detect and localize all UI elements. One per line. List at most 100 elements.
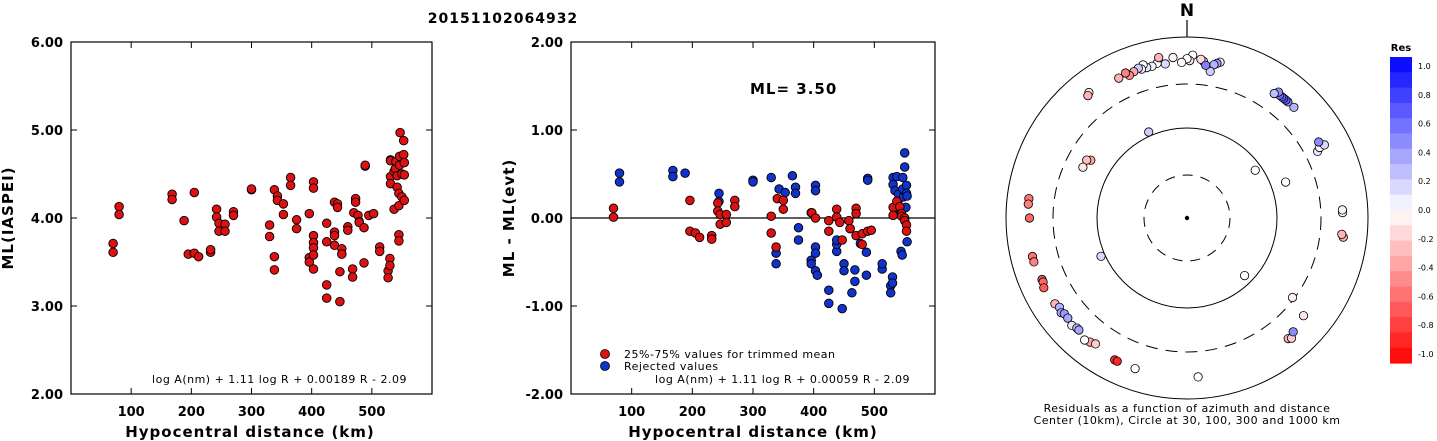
data-point xyxy=(269,251,280,262)
station-point xyxy=(1193,372,1203,382)
data-point xyxy=(220,226,230,236)
station-point xyxy=(1083,91,1093,101)
station-point xyxy=(1168,52,1178,63)
data-point xyxy=(335,266,345,277)
formula-text: log A(nm) + 1.11 log R + 0.00189 R - 2.0… xyxy=(152,373,407,386)
y-tick-label: -2.00 xyxy=(526,388,563,403)
station-point xyxy=(1160,59,1170,69)
colorbar-cell xyxy=(1390,148,1412,165)
y-tick-label: 1.00 xyxy=(531,124,563,139)
colorbar-tick-label: 0.6 xyxy=(1418,120,1431,129)
center-point xyxy=(1184,215,1190,221)
x-axis-label: Hypocentral distance (km) xyxy=(125,423,375,441)
accepted-point xyxy=(888,210,898,221)
data-point xyxy=(205,244,216,255)
rejected-point xyxy=(793,235,804,245)
rejected-point xyxy=(887,278,898,288)
rejected-point xyxy=(862,175,873,185)
colorbar-cell xyxy=(1390,164,1412,180)
data-point xyxy=(269,265,280,275)
residual-colorbar: Res 1.0 0.8 0.6 0.4 0.2 0.0 -0.2 -0.4 -0.6 -0.8 -1… xyxy=(1390,43,1434,364)
data-point xyxy=(321,293,332,303)
x-tick-label: 500 xyxy=(861,405,888,420)
accepted-point xyxy=(845,223,855,234)
data-point xyxy=(321,237,332,247)
plot-frame xyxy=(70,41,433,395)
station-point xyxy=(1240,270,1250,281)
legend-label-rejected: Rejected values xyxy=(624,360,719,373)
data-point xyxy=(304,257,315,267)
y-tick-label: 6.00 xyxy=(31,36,63,51)
accepted-point xyxy=(608,203,619,214)
ring-300km xyxy=(1052,83,1322,353)
colorbar-tick-label: -0.8 xyxy=(1418,321,1434,330)
rejected-point xyxy=(850,265,860,275)
data-point xyxy=(360,160,370,170)
y-tick-label: 2.00 xyxy=(531,36,563,51)
station-point xyxy=(1090,339,1101,349)
accepted-point xyxy=(694,232,705,243)
station-point xyxy=(1281,177,1291,187)
colorbar-cell xyxy=(1390,301,1412,318)
station-point xyxy=(1289,102,1299,112)
legend: 25%-75% values for trimmed mean Rejected… xyxy=(600,348,836,373)
data-point xyxy=(347,264,358,274)
ml-residual-vs-distance-chart: ML - ML(evt) Hypocentral distance (km) M… xyxy=(500,36,936,441)
accepted-point xyxy=(713,198,723,208)
colorbar-title: Res xyxy=(1391,43,1411,54)
data-point xyxy=(246,184,257,194)
rejected-point xyxy=(824,285,834,295)
data-point xyxy=(398,149,409,160)
station-point xyxy=(1130,363,1140,374)
data-point xyxy=(329,230,340,241)
data-point xyxy=(291,215,302,225)
rejected-point xyxy=(812,270,823,280)
rejected-point xyxy=(668,171,678,182)
data-point xyxy=(308,250,319,260)
ml-vs-distance-chart: ML(IASPEI) Hypocentral distance (km) log… xyxy=(0,36,433,441)
data-point xyxy=(321,280,332,290)
x-tick-label: 200 xyxy=(178,405,205,420)
data-point xyxy=(337,249,347,259)
rejected-point xyxy=(839,266,849,276)
rejected-point xyxy=(806,259,816,269)
station-point xyxy=(1114,73,1124,83)
data-point xyxy=(304,208,315,219)
data-point xyxy=(394,236,404,246)
data-point xyxy=(399,157,410,168)
colorbar-tick-label: 0.2 xyxy=(1418,177,1431,186)
ml-value-label: ML= 3.50 xyxy=(750,80,837,98)
accepted-point xyxy=(837,235,847,245)
rejected-point xyxy=(714,188,724,199)
colorbar-cell xyxy=(1390,347,1412,364)
ring-100km xyxy=(1096,127,1278,309)
station-point xyxy=(1112,356,1122,366)
y-tick-label: 2.00 xyxy=(31,388,63,403)
colorbar-cell xyxy=(1390,194,1412,211)
colorbar-tick-label: 0.8 xyxy=(1418,91,1431,100)
data-point xyxy=(264,220,275,230)
accepted-point xyxy=(721,217,732,228)
x-tick-label: 300 xyxy=(739,405,766,420)
legend-label-accepted: 25%-75% values for trimmed mean xyxy=(624,348,836,361)
rejected-point xyxy=(824,298,834,309)
accepted-point xyxy=(831,204,842,214)
rejected-point xyxy=(885,288,896,298)
data-point xyxy=(285,180,296,191)
colorbar-cell xyxy=(1390,225,1412,242)
rejected-point xyxy=(861,247,872,258)
accepted-point xyxy=(771,242,781,252)
x-tick-label: 300 xyxy=(238,405,265,420)
data-point xyxy=(308,183,319,193)
data-point xyxy=(332,202,343,213)
colorbar-tick-label: -1.0 xyxy=(1418,350,1434,359)
accepted-point xyxy=(835,217,845,228)
accepted-point xyxy=(901,226,912,236)
x-axis-label: Hypocentral distance (km) xyxy=(628,423,878,441)
accepted-point xyxy=(824,215,834,226)
data-point xyxy=(385,260,395,271)
station-point xyxy=(1082,155,1092,165)
accepted-point xyxy=(706,234,717,244)
data-point xyxy=(395,127,405,138)
